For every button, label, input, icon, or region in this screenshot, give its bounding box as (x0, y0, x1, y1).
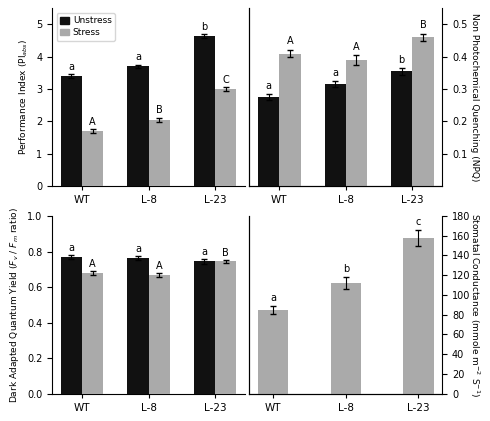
Bar (346, 60, 367, 186)
Text: a: a (270, 293, 276, 303)
Text: A: A (156, 261, 163, 272)
Text: b: b (398, 55, 405, 65)
Bar (403, 238, 434, 394)
Text: a: a (69, 243, 74, 253)
Text: A: A (353, 42, 360, 52)
Legend: Unstress, Stress: Unstress, Stress (56, 13, 115, 41)
Text: A: A (287, 37, 293, 46)
Text: a: a (201, 247, 207, 257)
Text: c: c (416, 217, 421, 227)
Bar (127, 258, 148, 394)
Y-axis label: Non Photochemical Quenching (NPQ): Non Photochemical Quenching (NPQ) (469, 13, 479, 181)
Text: A: A (89, 259, 96, 269)
Text: B: B (419, 20, 426, 30)
Bar (331, 283, 361, 394)
Bar (194, 36, 215, 186)
Text: C: C (222, 75, 229, 85)
Text: b: b (201, 21, 207, 32)
Bar (324, 84, 346, 186)
Text: a: a (69, 61, 74, 72)
Bar (412, 37, 434, 186)
Text: a: a (332, 68, 338, 78)
Y-axis label: Stomatal Conductance (mmole m$^{-2}$ S$^{-1}$): Stomatal Conductance (mmole m$^{-2}$ S$^… (468, 213, 482, 397)
Bar (215, 261, 236, 394)
Bar (148, 120, 170, 186)
Bar (61, 257, 82, 394)
Text: a: a (135, 244, 141, 254)
Text: b: b (343, 264, 349, 274)
Bar (61, 76, 82, 186)
Text: a: a (266, 81, 271, 91)
Bar (82, 131, 103, 186)
Bar (279, 53, 300, 186)
Bar (148, 275, 170, 394)
Bar (258, 97, 279, 186)
Bar (391, 71, 412, 186)
Text: B: B (156, 105, 163, 115)
Bar (194, 261, 215, 394)
Text: a: a (135, 52, 141, 62)
Y-axis label: Performance Index (PI$_{abs}$): Performance Index (PI$_{abs}$) (18, 39, 30, 155)
Y-axis label: Dark Adapted Quantum Yield ($F_v$ / $F_m$ ratio): Dark Adapted Quantum Yield ($F_v$ / $F_m… (8, 207, 22, 403)
Bar (258, 310, 288, 394)
Bar (127, 67, 148, 186)
Bar (82, 273, 103, 394)
Text: A: A (89, 117, 96, 127)
Bar (215, 89, 236, 186)
Text: B: B (222, 248, 229, 258)
